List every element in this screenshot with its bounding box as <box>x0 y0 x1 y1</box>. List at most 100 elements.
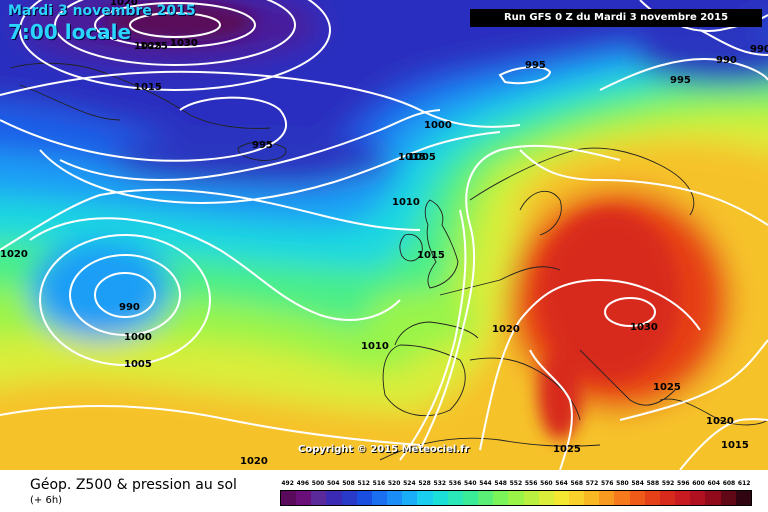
legend-labels: 492 496 500 504 508 512 516 520 524 528 532 536 540 5… <box>280 480 752 490</box>
isobar-label: 1020 <box>0 249 28 260</box>
legend-swatch <box>462 491 479 505</box>
coastline-mediterranean <box>469 349 768 426</box>
isobar-label: 995 <box>252 140 273 151</box>
legend-value: 604 <box>707 480 720 487</box>
legend-value: 544 <box>479 480 492 487</box>
legend-value: 552 <box>509 480 523 487</box>
isobar-label: 1025 <box>134 41 162 52</box>
legend-swatch <box>508 491 524 505</box>
legend-value: 556 <box>524 480 538 487</box>
legend-swatch <box>523 491 539 505</box>
forecast-date: Mardi 3 novembre 2015 <box>8 3 196 19</box>
legend-value: 608 <box>722 480 736 487</box>
legend-value: 532 <box>433 480 447 487</box>
legend-value: 580 <box>616 480 629 487</box>
legend-swatch <box>447 491 463 505</box>
weather-map: 1020 1025 1030 1015 995 1000 1005 990 10… <box>0 0 768 470</box>
isobar-label: 1005 <box>408 152 436 163</box>
isobar-label: 1010 <box>392 197 420 208</box>
legend-value: 576 <box>600 480 614 487</box>
legend-swatch <box>341 491 357 505</box>
legend-swatch <box>553 491 569 505</box>
legend-swatch <box>614 491 630 505</box>
map-canvas: 1020 1025 1030 1015 995 1000 1005 990 10… <box>0 0 768 470</box>
field-title: Géop. Z500 & pression au sol <box>30 477 237 493</box>
isobar-label: 1020 <box>240 456 268 467</box>
legend-value: 492 <box>281 480 294 487</box>
isobars <box>0 0 768 470</box>
coastlines <box>9 62 768 461</box>
legend-swatch <box>705 491 721 505</box>
legend-swatch <box>432 491 448 505</box>
isobar-label: 1015 <box>417 250 445 261</box>
legend-swatch <box>281 491 297 505</box>
isobar-label: 1020 <box>110 0 138 8</box>
legend-value: 584 <box>631 480 644 487</box>
legend-value: 600 <box>692 480 705 487</box>
legend-value: 524 <box>403 480 416 487</box>
color-legend: 492 496 500 504 508 512 516 520 524 528 532 536 540 5… <box>280 480 752 506</box>
legend-swatch <box>356 491 372 505</box>
coastline-africa <box>379 437 601 461</box>
legend-swatch <box>493 491 509 505</box>
legend-value: 504 <box>327 480 340 487</box>
legend-value: 528 <box>418 480 431 487</box>
legend-swatch <box>387 491 403 505</box>
legend-value: 572 <box>585 480 599 487</box>
legend-swatch <box>735 491 751 505</box>
legend-swatch <box>296 491 312 505</box>
legend-swatch <box>478 491 494 505</box>
isobar-label: 1030 <box>170 38 198 49</box>
coastline-iceland <box>237 141 287 161</box>
isobar-label: 1025 <box>653 382 681 393</box>
isobar-label: 1025 <box>140 41 168 52</box>
coastline-continent <box>382 266 561 417</box>
legend-value: 500 <box>311 480 325 487</box>
coastline-scandinavia <box>469 147 695 236</box>
isobar-label: 1020 <box>492 324 520 335</box>
legend-value: 496 <box>296 480 310 487</box>
legend-swatch <box>659 491 676 505</box>
legend-swatch <box>584 491 600 505</box>
legend-swatch <box>720 491 736 505</box>
legend-value: 568 <box>570 480 584 487</box>
isobar-label: 990 <box>119 302 140 313</box>
legend-swatch <box>417 491 433 505</box>
legend-value: 548 <box>494 480 507 487</box>
isobar-labels: 1020 1025 1030 1015 995 1000 1005 990 10… <box>0 0 768 467</box>
legend-value: 520 <box>387 480 401 487</box>
isobar-label: 990 <box>750 44 768 55</box>
legend-swatch <box>402 491 418 505</box>
legend-value: 516 <box>372 480 386 487</box>
legend-swatch <box>371 491 388 505</box>
legend-value: 540 <box>463 480 477 487</box>
legend-swatch <box>311 491 327 505</box>
legend-swatch <box>675 491 691 505</box>
legend-swatch <box>326 491 342 505</box>
coastline-greenland <box>9 62 271 129</box>
legend-swatch <box>568 491 585 505</box>
isobar-label: 1010 <box>361 341 389 352</box>
isobar-label: 1000 <box>424 120 452 131</box>
lead-time: (+ 6h) <box>30 495 63 506</box>
isobar-label: 1025 <box>553 444 581 455</box>
legend-value: 536 <box>448 480 462 487</box>
legend-bar <box>280 490 752 506</box>
coastline-britain <box>424 199 459 289</box>
legend-value: 592 <box>661 480 675 487</box>
isobar-label: 1015 <box>721 440 749 451</box>
legend-swatch <box>690 491 706 505</box>
isobar-label: 1015 <box>134 82 162 93</box>
isobar-label: 990 <box>716 55 737 66</box>
forecast-time: 7:00 locale <box>8 20 132 44</box>
legend-value: 596 <box>677 480 690 487</box>
legend-value: 512 <box>357 480 370 487</box>
isobar-label: 1015 <box>398 152 426 163</box>
legend-value: 508 <box>342 480 355 487</box>
copyright-notice: Copyright © 2015 Meteociel.fr <box>298 444 470 455</box>
coastline-ireland <box>399 233 423 262</box>
isobar-label: 1005 <box>124 359 152 370</box>
legend-value: 612 <box>737 480 751 487</box>
geopotential-field <box>0 0 768 470</box>
isobar-label: 1030 <box>630 322 658 333</box>
